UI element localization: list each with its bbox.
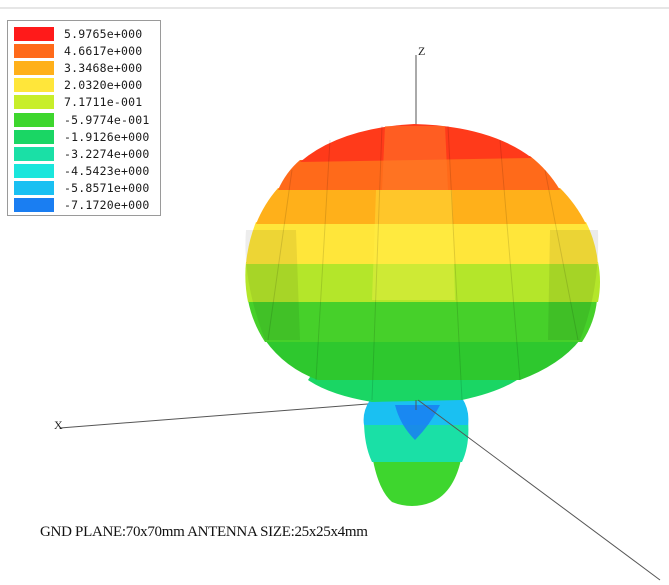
color-legend: 5.9765e+000 4.6617e+000 3.3468e+000 2.03…: [7, 20, 161, 216]
band-orange: [256, 188, 586, 224]
legend-swatch: [14, 112, 54, 127]
mesh-grid: [267, 125, 579, 401]
legend-label: 4.6617e+000: [64, 43, 143, 58]
legend-swatch: [14, 181, 54, 196]
legend-entry: -5.9774e-001: [14, 111, 160, 128]
facet-shadow-left: [245, 230, 300, 340]
legend-entry: -3.2274e+000: [14, 145, 160, 162]
z-axis-label: Z: [418, 44, 426, 58]
band-yellowgreen: [245, 262, 601, 302]
legend-label: 2.0320e+000: [64, 78, 143, 93]
facet-highlight-top: [382, 126, 448, 190]
legend-entry: -5.8571e+000: [14, 180, 160, 197]
y-axis-line: [417, 399, 661, 581]
legend-label: 3.3468e+000: [64, 60, 143, 75]
legend-label: 5.9765e+000: [64, 26, 143, 41]
facet-shadow-right: [548, 230, 599, 340]
legend-label: -5.9774e-001: [64, 112, 150, 127]
legend-label: -5.8571e+000: [64, 181, 150, 196]
legend-swatch: [14, 146, 54, 161]
legend-label: -7.1720e+000: [64, 198, 150, 213]
x-axis-line: [59, 399, 419, 429]
legend-entry: 7.1711e-001: [14, 94, 160, 111]
legend-entry: -1.9126e+000: [14, 128, 160, 145]
legend-swatch: [14, 95, 54, 110]
legend-entry: 2.0320e+000: [14, 77, 160, 94]
legend-swatch: [14, 60, 54, 75]
lower-lobe-core: [395, 405, 440, 440]
lower-lobe-mid: [364, 420, 469, 462]
legend-entry: 4.6617e+000: [14, 42, 160, 59]
band-green-low: [265, 340, 580, 380]
legend-label: -3.2274e+000: [64, 146, 150, 161]
legend-entry: -7.1720e+000: [14, 197, 160, 214]
lower-lobe-bottom: [372, 455, 462, 506]
x-axis-label: X: [54, 418, 63, 432]
legend-label: 7.1711e-001: [64, 95, 143, 110]
diagram-caption: GND PLANE:70x70mm ANTENNA SIZE:25x25x4mm: [40, 524, 368, 540]
legend-swatch: [14, 129, 54, 144]
legend-entry: 5.9765e+000: [14, 25, 160, 42]
legend-swatch: [14, 198, 54, 213]
band-green: [248, 300, 597, 342]
legend-label: -1.9126e+000: [64, 129, 150, 144]
legend-label: -4.5423e+000: [64, 164, 150, 179]
main-lobe: [245, 124, 601, 506]
legend-swatch: [14, 78, 54, 93]
facet-highlight-mid: [372, 190, 455, 300]
legend-entry: 3.3468e+000: [14, 59, 160, 76]
legend-swatch: [14, 164, 54, 179]
band-yellow: [246, 222, 598, 264]
legend-entry: -4.5423e+000: [14, 163, 160, 180]
legend-swatch: [14, 43, 54, 58]
legend-swatch: [14, 26, 54, 41]
